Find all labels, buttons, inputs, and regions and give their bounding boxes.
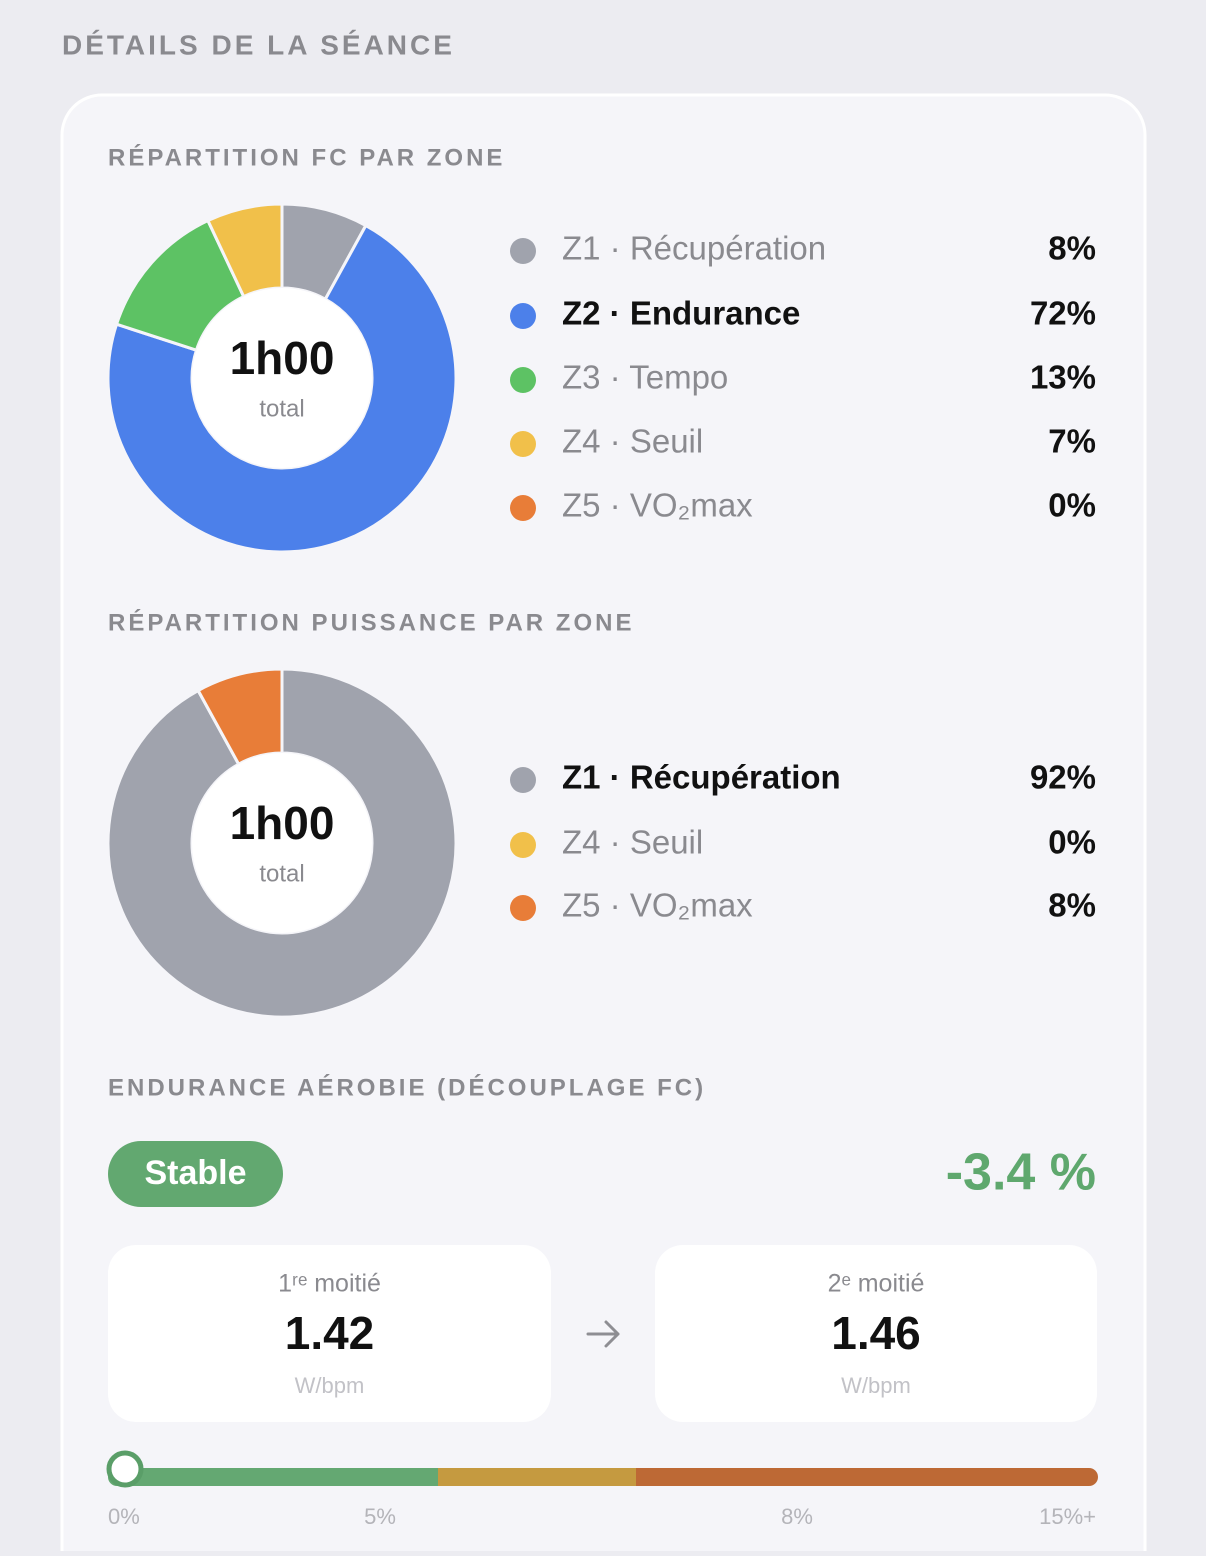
legend-value: 8% (1048, 887, 1096, 924)
half-label: 2ᵉ moitié (828, 1270, 925, 1298)
legend-value: 72% (1030, 295, 1096, 332)
section-subtitle: ENDURANCE AÉROBIE (DÉCOUPLAGE FC) (108, 1073, 706, 1101)
hr-donut: Z1 · Récupération 8% Z2 · Endurance 72% Z3 ·… (106, 202, 1096, 554)
donut-center-value: 1h00 (230, 797, 335, 849)
decoupling-value: -3.4 % (946, 1144, 1096, 1202)
legend-value: 0% (1048, 824, 1096, 861)
arrow-icon (586, 1320, 620, 1348)
legend-label: Z3 · Tempo (562, 359, 728, 396)
scale-label: 8% (781, 1504, 813, 1529)
legend-dot (510, 303, 536, 329)
half-unit: W/bpm (841, 1373, 911, 1398)
scale-label: 15%+ (1039, 1504, 1096, 1529)
section-title: DÉTAILS DE LA SÉANCE (62, 29, 455, 60)
legend-value: 0% (1048, 487, 1096, 524)
legend-dot (510, 832, 536, 858)
chart-title: RÉPARTITION FC PAR ZONE (108, 143, 505, 171)
legend-dot (510, 767, 536, 793)
legend-label: Z4 · Seuil (562, 423, 703, 460)
legend-label: Z4 · Seuil (562, 824, 703, 861)
half-value: 1.42 (285, 1307, 375, 1359)
legend-value: 8% (1048, 230, 1096, 267)
legend-dot (510, 367, 536, 393)
legend-dot (510, 238, 536, 264)
half-card (655, 1245, 1097, 1422)
power-donut: Z1 · Récupération 92% Z4 · Seuil 0% Z5 · VO₂… (106, 667, 1096, 1019)
half-label: 1ʳᵉ moitié (278, 1270, 381, 1298)
legend-dot (510, 895, 536, 921)
legend-value: 92% (1030, 759, 1096, 796)
half-value: 1.46 (831, 1307, 921, 1359)
decoupling-scale (108, 1468, 1098, 1486)
half-unit: W/bpm (295, 1373, 365, 1398)
donut-center-label: total (259, 395, 304, 422)
legend-label: Z5 · VO₂max (562, 887, 753, 924)
half-card (108, 1245, 551, 1422)
chart-title: RÉPARTITION PUISSANCE PAR ZONE (108, 608, 634, 636)
legend-label: Z1 · Récupération (562, 759, 841, 796)
donut-center-label: total (259, 860, 304, 887)
status-text: Stable (144, 1154, 246, 1192)
legend-label: Z5 · VO₂max (562, 487, 753, 524)
legend-dot (510, 495, 536, 521)
legend-dot (510, 431, 536, 457)
scale-segment (438, 1468, 636, 1486)
scale-marker (106, 1450, 144, 1488)
scale-segment (108, 1468, 438, 1486)
scale-label: 0% (108, 1504, 140, 1529)
scale-segment (636, 1468, 1098, 1486)
legend-label: Z2 · Endurance (562, 295, 800, 332)
status-badge (108, 1141, 283, 1207)
legend-value: 13% (1030, 359, 1096, 396)
donut-hole (192, 753, 372, 933)
donut-hole (192, 288, 372, 468)
legend-label: Z1 · Récupération (562, 230, 826, 267)
legend-value: 7% (1048, 423, 1096, 460)
donut-center-value: 1h00 (230, 332, 335, 384)
scale-label: 5% (364, 1504, 396, 1529)
